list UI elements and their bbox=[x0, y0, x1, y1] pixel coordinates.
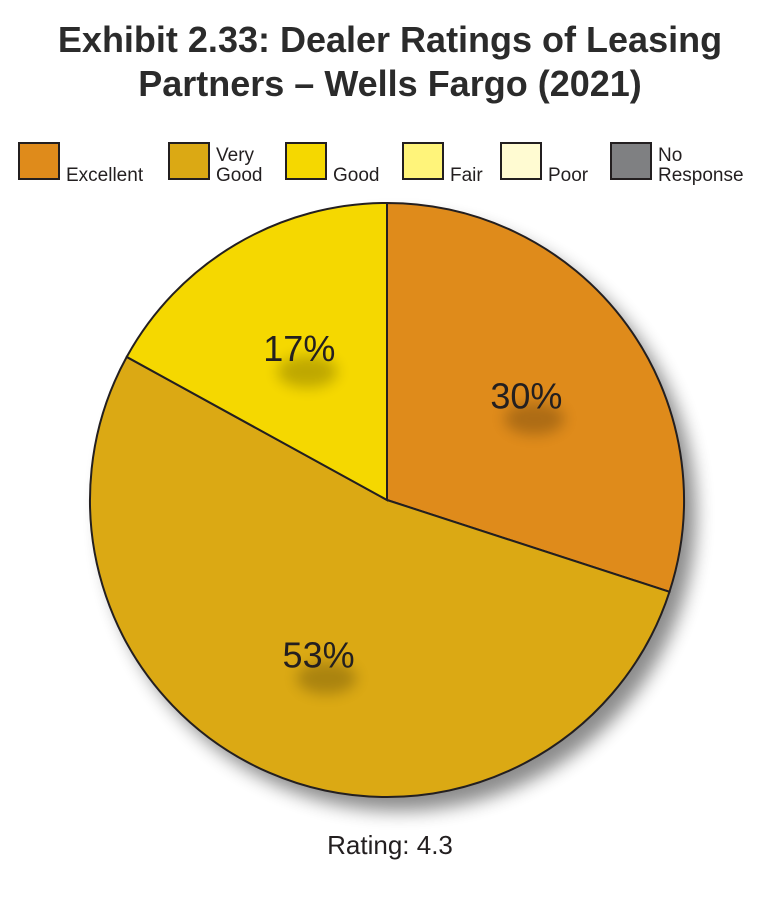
legend-label-fair: Fair bbox=[450, 165, 483, 186]
pie-label-good: 17% bbox=[263, 328, 335, 369]
legend-swatch-very-good bbox=[168, 142, 210, 180]
rating-footer: Rating: 4.3 bbox=[327, 830, 453, 860]
legend-label-no-response: No Response bbox=[658, 145, 744, 186]
chart-title-line-1: Exhibit 2.33: Dealer Ratings of Leasing bbox=[57, 19, 723, 60]
legend-label-poor: Poor bbox=[548, 165, 589, 186]
pie-label-shadow-very-good bbox=[296, 662, 357, 695]
legend-swatch-good bbox=[285, 142, 327, 180]
legend-swatch-excellent bbox=[18, 142, 60, 180]
pie-slice-excellent bbox=[386, 201, 685, 594]
chart-title: Exhibit 2.33: Dealer Ratings of Leasing … bbox=[0, 18, 780, 106]
legend-swatch-no-response bbox=[610, 142, 652, 180]
chart-legend: Excellent Very Good Good Fair Poor No Resp… bbox=[0, 0, 780, 200]
pie-slice-very-good bbox=[89, 355, 671, 798]
legend-swatch-fair bbox=[402, 142, 444, 180]
pie-label-shadow-good bbox=[277, 355, 338, 388]
legend-label-very-good: Very Good bbox=[216, 145, 263, 186]
pie-slice-good bbox=[125, 201, 388, 502]
legend-label-excellent: Excellent bbox=[66, 165, 144, 186]
legend-label-good: Good bbox=[333, 165, 380, 186]
chart-title-line-2: Partners – Wells Fargo (2021) bbox=[138, 63, 642, 104]
pie-label-very-good: 53% bbox=[283, 635, 355, 676]
legend-swatch-poor bbox=[500, 142, 542, 180]
pie-label-excellent: 30% bbox=[490, 375, 562, 416]
pie-label-shadow-excellent bbox=[504, 402, 565, 435]
